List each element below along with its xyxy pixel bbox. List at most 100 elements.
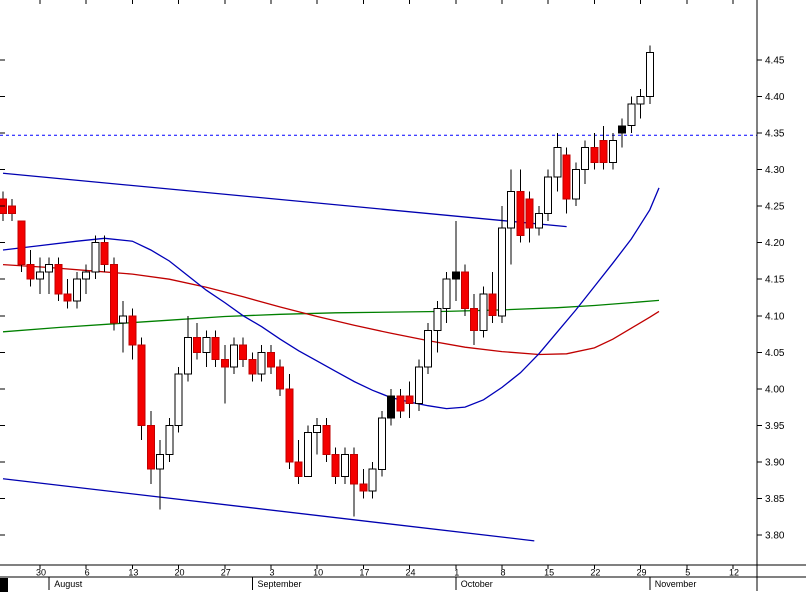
candle-body-down: [359, 483, 368, 492]
x-axis-day-label: 22: [590, 568, 600, 578]
trend-channel-line: [2, 172, 567, 228]
candle-body-up: [424, 329, 432, 368]
x-axis-month-label: September: [257, 579, 301, 589]
candle-body-up: [165, 424, 174, 456]
candle-body-up: [72, 278, 81, 302]
x-axis-day-label: 27: [221, 568, 231, 578]
candle-body-up: [534, 213, 543, 229]
candle-body-up: [230, 344, 238, 368]
candle-body-down: [461, 271, 469, 309]
candle-body-up: [183, 337, 192, 375]
candle-body-up: [257, 351, 266, 375]
candle-body-neutral: [618, 125, 627, 134]
candle-body-up: [627, 103, 636, 127]
candle-body-down: [239, 344, 248, 361]
candle-body-up: [479, 293, 488, 331]
candle-body-down: [100, 242, 109, 266]
candle-body-down: [488, 293, 497, 317]
y-axis-label: 4.05: [765, 348, 785, 359]
y-axis-label: 4.10: [765, 311, 785, 322]
trend-channel-line: [2, 478, 535, 542]
y-axis-label: 4.45: [765, 56, 785, 67]
candle-body-down: [220, 359, 229, 368]
x-axis-day-label: 30: [36, 568, 46, 578]
candle-body-up: [91, 242, 100, 273]
candle-body-down: [350, 454, 359, 485]
candle-body-up: [553, 147, 562, 178]
candle-body-up: [340, 454, 349, 478]
y-axis-label: 4.00: [765, 384, 785, 395]
candle-body-down: [137, 344, 146, 426]
x-axis-day-label: 10: [313, 568, 323, 578]
candle-body-down: [331, 454, 340, 478]
y-axis-label: 3.85: [765, 494, 785, 505]
candle-body-up: [433, 308, 442, 331]
x-axis-day-label: 13: [128, 568, 138, 578]
candle-body-up: [377, 417, 386, 470]
x-axis-month-label: August: [54, 579, 83, 589]
y-axis-label: 3.80: [765, 531, 785, 542]
candle-body-up: [645, 52, 654, 97]
candle-body-down: [285, 388, 294, 463]
candle-body-down: [109, 264, 118, 324]
candle-body-neutral: [451, 271, 460, 280]
candle-body-up: [571, 169, 580, 200]
candle-body-down: [248, 359, 257, 375]
candle-body-up: [82, 271, 91, 280]
y-axis-label: 4.15: [765, 275, 785, 286]
candle-body-down: [211, 337, 220, 361]
candle-body-up: [498, 227, 506, 317]
x-axis-day-label: 5: [685, 568, 690, 578]
y-axis-label: 4.35: [765, 129, 785, 140]
candle-body-up: [303, 432, 312, 478]
x-axis-day-label: 29: [637, 568, 647, 578]
candle-body-down: [405, 395, 414, 405]
candle-body-up: [414, 366, 423, 404]
candle-body-down: [26, 264, 35, 280]
x-axis-day-label: 3: [269, 568, 274, 578]
candle-body-up: [174, 373, 183, 426]
candle-body-up: [442, 278, 451, 309]
candle-body-down: [54, 264, 63, 295]
ma-medium-red: [2, 263, 660, 356]
candle-body-down: [562, 154, 571, 200]
candle-body-down: [590, 147, 599, 163]
candle-body-up: [544, 176, 553, 214]
candle-body-down: [516, 191, 525, 236]
candle-body-up: [45, 264, 54, 273]
ma-fast-blue: [2, 187, 660, 410]
candle-body-down: [193, 337, 201, 353]
candle-body-down: [396, 395, 405, 412]
y-axis-label: 4.20: [765, 238, 785, 249]
x-axis-day-label: 8: [500, 568, 505, 578]
candle-body-down: [128, 315, 137, 346]
candle-body-down: [322, 424, 331, 456]
candle-body-up: [507, 191, 516, 229]
y-axis-label: 4.40: [765, 92, 785, 103]
x-axis-day-label: 24: [406, 568, 416, 578]
candle-body-down: [267, 351, 275, 368]
corner-mark: [0, 578, 8, 592]
candle-body-up: [36, 271, 44, 280]
candle-body-up: [313, 424, 322, 434]
candle-body-up: [581, 147, 590, 171]
candle-body-up: [119, 315, 128, 324]
x-axis-day-label: 1: [454, 568, 459, 578]
candle-body-down: [470, 308, 479, 331]
candle-body-up: [368, 468, 377, 492]
y-axis-label: 3.95: [765, 421, 785, 432]
candle-body-down: [525, 198, 534, 229]
candle-body-down: [8, 205, 17, 214]
x-axis-day-label: 12: [729, 568, 739, 578]
candle-body-down: [146, 424, 155, 470]
candle-body-down: [63, 293, 72, 302]
x-axis-day-label: 17: [359, 568, 369, 578]
y-axis-label: 3.90: [765, 457, 785, 468]
candle-body-down: [294, 461, 303, 477]
x-axis-month-label: October: [461, 579, 493, 589]
candle-body-down: [276, 366, 285, 390]
candle-body-up: [202, 337, 211, 353]
